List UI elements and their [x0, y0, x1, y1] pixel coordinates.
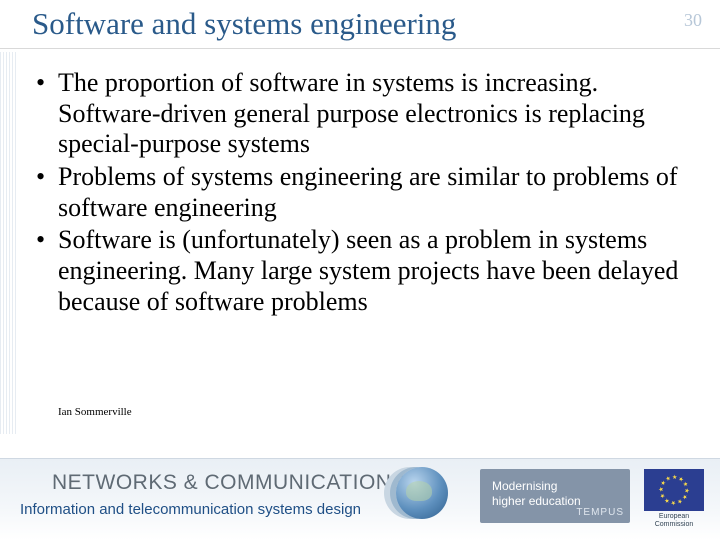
bullet-item: Problems of systems engineering are simi… [30, 162, 690, 223]
eu-caption: European Commission [640, 513, 708, 528]
bullet-item: The proportion of software in systems is… [30, 68, 690, 160]
body-content: The proportion of software in systems is… [30, 68, 690, 319]
attribution: Ian Sommerville [58, 406, 132, 418]
slide-title: Software and systems engineering [32, 6, 456, 42]
title-underline [0, 48, 720, 49]
page-number: 30 [684, 10, 702, 31]
eu-flag-icon: ★ ★ ★ ★ ★ ★ ★ ★ ★ ★ ★ ★ [644, 469, 704, 511]
bullet-list: The proportion of software in systems is… [30, 68, 690, 317]
globe-icon [396, 467, 448, 519]
tempus-footer-label: TEMPUS [576, 507, 624, 520]
footer-brand-title: NETWORKS & COMMUNICATIONS [52, 471, 406, 495]
slide: Software and systems engineering 30 The … [0, 0, 720, 540]
bullet-item: Software is (unfortunately) seen as a pr… [30, 225, 690, 317]
decorative-left-stripes [0, 52, 16, 434]
footer-brand-subtitle: Information and telecommunication system… [20, 501, 361, 518]
eu-stars: ★ ★ ★ ★ ★ ★ ★ ★ ★ ★ ★ ★ [659, 475, 689, 505]
tempus-line-1: Modernising [492, 479, 557, 493]
footer-band: NETWORKS & COMMUNICATIONS Information an… [0, 458, 720, 540]
tempus-badge: Modernising higher education TEMPUS [480, 469, 630, 523]
